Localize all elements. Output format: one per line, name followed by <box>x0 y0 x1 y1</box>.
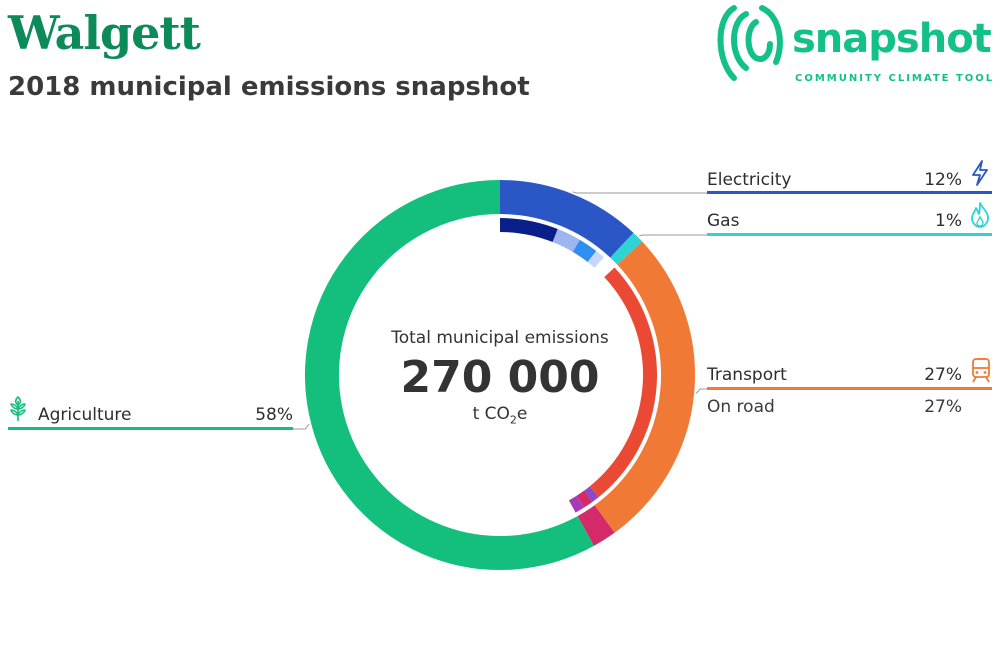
donut-slice-gas <box>610 232 643 265</box>
donut-subslice-transport-1 <box>589 267 657 498</box>
leader-line-agriculture <box>293 423 310 430</box>
legend-label-electricity: Electricity <box>707 170 792 190</box>
donut-subslice-electricity-3 <box>572 239 597 263</box>
legend-underline-electricity <box>707 191 992 194</box>
page-title: Walgett <box>8 6 201 60</box>
legend-label-gas: Gas <box>707 211 740 231</box>
legend-underline-gas <box>707 233 992 236</box>
legend-sublabel-on-road: On road <box>707 397 775 417</box>
logo-wordmark: snapshot <box>792 16 992 62</box>
donut-subslice-other-2 <box>568 495 585 513</box>
legend-value-transport: 27% <box>924 365 962 385</box>
total-emissions-unit: t CO2e <box>472 404 528 427</box>
donut-subslice-electricity-2 <box>552 229 580 252</box>
wheat-icon <box>10 396 26 421</box>
page-subtitle: 2018 municipal emissions snapshot <box>8 72 530 102</box>
legend-label-transport: Transport <box>707 365 787 385</box>
donut-slice-agriculture <box>305 180 594 570</box>
donut-slice-transport <box>594 241 695 533</box>
donut-subslice-electricity-1 <box>499 218 558 243</box>
legend-underline-transport <box>707 387 992 390</box>
donut-slice-electricity <box>499 180 634 258</box>
center-label: Total municipal emissions <box>391 328 609 348</box>
legend-value-gas: 1% <box>935 211 962 231</box>
flame-icon <box>971 202 989 228</box>
leader-line-electricity <box>572 191 707 194</box>
legend-underline-agriculture <box>8 427 293 430</box>
legend-label-agriculture: Agriculture <box>38 405 132 425</box>
train-icon <box>972 358 990 383</box>
leader-line-transport <box>695 388 707 394</box>
snapshot-logo: snapshot COMMUNITY CLIMATE TOOL <box>712 0 1000 92</box>
fingerprint-logo-icon <box>717 5 783 81</box>
donut-subslice-electricity-4 <box>587 250 604 268</box>
lightning-icon <box>972 160 988 186</box>
donut-slice-other <box>577 505 615 546</box>
logo-tagline: COMMUNITY CLIMATE TOOL <box>795 73 995 84</box>
total-emissions-value: 270 000 <box>400 352 600 403</box>
legend-subvalue-on-road: 27% <box>924 397 962 417</box>
legend-value-agriculture: 58% <box>255 405 293 425</box>
leader-line-gas <box>639 234 707 237</box>
legend-value-electricity: 12% <box>924 170 962 190</box>
donut-subslice-other-1 <box>576 490 593 508</box>
donut-subslice-transport-2 <box>584 486 599 503</box>
